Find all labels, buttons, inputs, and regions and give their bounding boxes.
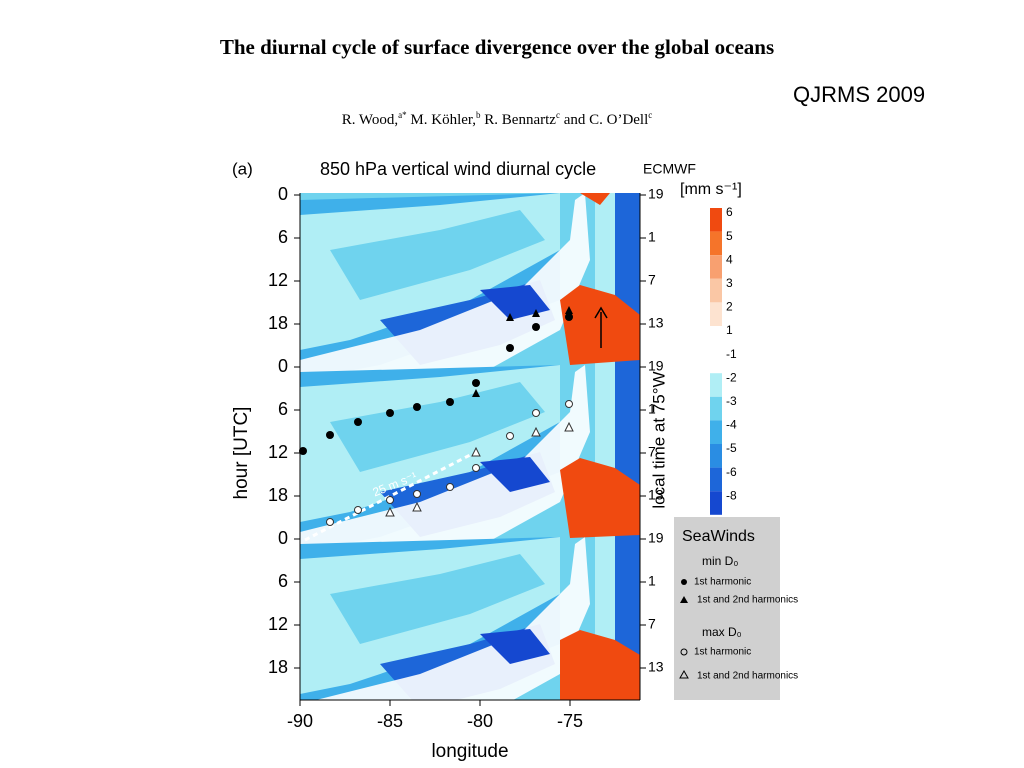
legend-title: SeaWinds xyxy=(682,528,755,545)
day-band xyxy=(300,193,590,420)
affiliation: c xyxy=(555,110,560,120)
colorbar-cell xyxy=(710,491,722,515)
y-tick-label: 12 xyxy=(268,614,288,634)
y-tick-label: 0 xyxy=(278,356,288,376)
y2-tick-label: 19 xyxy=(648,358,664,374)
y2-tick-label: 13 xyxy=(648,487,664,503)
colorbar-label: 5 xyxy=(726,229,733,243)
colorbar-cell xyxy=(710,278,722,303)
legend-marker xyxy=(680,596,688,603)
x-tick-label: -80 xyxy=(467,711,493,731)
affiliation: b xyxy=(476,110,481,120)
colorbar-cell xyxy=(710,255,722,279)
contour-field xyxy=(300,193,640,700)
colorbar-label: 3 xyxy=(726,276,733,290)
y-tick-label: 6 xyxy=(278,399,288,419)
y2-tick-label: 7 xyxy=(648,272,656,288)
author-name: R. Wood, xyxy=(341,112,399,128)
colorbar-label: -5 xyxy=(726,441,737,455)
colorbar-label: -4 xyxy=(726,418,737,432)
y-tick-label: 18 xyxy=(268,657,288,677)
y-tick-label: 6 xyxy=(278,227,288,247)
colorbar-label: -3 xyxy=(726,394,737,408)
y-tick-label: 12 xyxy=(268,442,288,462)
colorbar-cell xyxy=(710,467,722,492)
colorbar-label: 2 xyxy=(726,300,733,314)
x-tick-label: -90 xyxy=(287,711,313,731)
y-axis-label: hour [UTC] xyxy=(231,407,252,500)
y2-tick-label: 13 xyxy=(648,315,664,331)
colorbar-cell xyxy=(710,349,722,374)
affiliation: a* xyxy=(398,110,407,120)
colorbar-label: -2 xyxy=(726,370,737,384)
y2-tick-label: 7 xyxy=(648,616,656,632)
y2-tick-label: 1 xyxy=(648,229,656,245)
colorbar-label: 4 xyxy=(726,252,733,266)
colorbar-label: 1 xyxy=(726,323,733,337)
x-axis-label: longitude xyxy=(431,741,508,762)
paper-title: The diurnal cycle of surface divergence … xyxy=(219,35,775,59)
legend-item: 1st harmonic xyxy=(694,577,751,588)
y2-axis-label: local time at 75°W xyxy=(649,371,668,508)
colorbar-label: -6 xyxy=(726,465,737,479)
x-tick-label: -85 xyxy=(377,711,403,731)
open-markers xyxy=(326,400,574,526)
colorbar-cell xyxy=(710,231,722,256)
author-name: M. Köhler, xyxy=(406,112,477,128)
author-name: and C. O’Dell xyxy=(559,112,649,128)
source-label: ECMWF xyxy=(643,161,696,177)
legend-item: 1st and 2nd harmonics xyxy=(697,671,798,682)
y2-tick-label: 13 xyxy=(648,659,664,675)
author-name: R. Bennartz xyxy=(480,112,556,128)
journal: QJRMS 2009 xyxy=(793,82,926,107)
y-tick-label: 12 xyxy=(268,270,288,290)
colorbar-unit: [mm s⁻¹] xyxy=(680,181,742,198)
colorbar-label: 6 xyxy=(726,205,733,219)
y2-tick-label: 19 xyxy=(648,186,664,202)
legend-marker xyxy=(680,648,688,656)
colorbar-cell xyxy=(710,373,722,397)
legend-item: 1st harmonic xyxy=(694,647,751,658)
y-tick-label: 18 xyxy=(268,485,288,505)
y-tick-label: 18 xyxy=(268,313,288,333)
colorbar-cell xyxy=(710,208,722,232)
y-tick-label: 6 xyxy=(278,571,288,591)
y2-tick-label: 7 xyxy=(648,444,656,460)
markers xyxy=(299,306,573,455)
y2-tick-label: 1 xyxy=(648,401,656,417)
x-tick-label: -75 xyxy=(557,711,583,731)
legend-marker xyxy=(679,669,689,679)
legend-item: 1st and 2nd harmonics xyxy=(697,595,798,606)
colorbar-label: -1 xyxy=(726,347,737,361)
legend-box xyxy=(674,517,780,700)
y2-tick-label: 1 xyxy=(648,573,656,589)
authors: R. Wood,a* M. Köhler,b R. Bennartzc and … xyxy=(150,110,844,129)
y-tick-label: 0 xyxy=(278,528,288,548)
legend-marker xyxy=(681,579,687,585)
colorbar-cell xyxy=(710,302,722,326)
colorbar-cell xyxy=(710,396,722,421)
colorbar-cell xyxy=(710,420,722,444)
panel-label: (a) xyxy=(232,159,253,178)
legend-min-label: min D₀ xyxy=(702,554,738,568)
y2-tick-label: 19 xyxy=(648,530,664,546)
affiliation: c xyxy=(648,110,653,120)
y-tick-label: 0 xyxy=(278,184,288,204)
colorbar-cell xyxy=(710,326,722,350)
legend-max-label: max D₀ xyxy=(702,625,742,639)
figure-title: 850 hPa vertical wind diurnal cycle xyxy=(320,159,596,179)
colorbar-label: -8 xyxy=(726,488,737,502)
colorbar-cell xyxy=(710,444,722,468)
